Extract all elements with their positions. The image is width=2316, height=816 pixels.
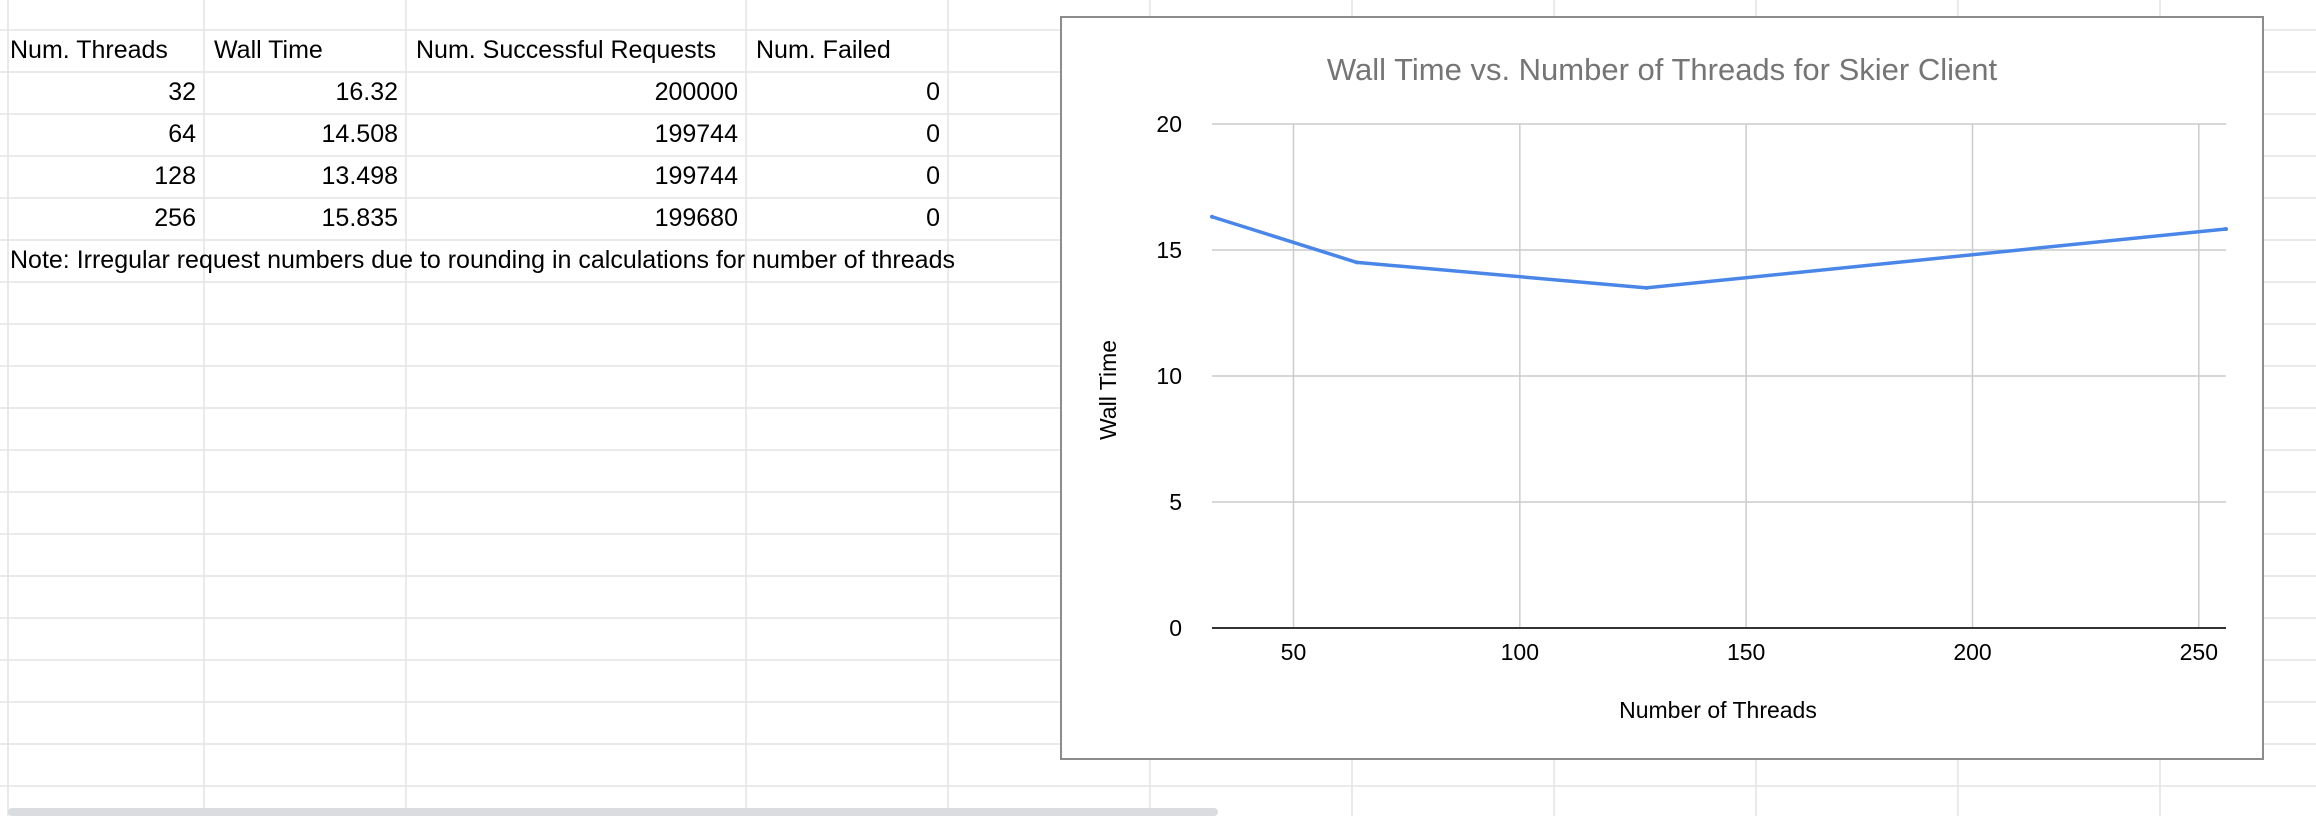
cell-successful[interactable]: 199680 (654, 204, 738, 232)
y-axis-ticks: 0 5 10 15 20 (1156, 111, 1182, 641)
cell-successful[interactable]: 199744 (654, 120, 738, 148)
y-axis-label: Wall Time (1095, 340, 1121, 440)
series-line-wall-time[interactable] (1211, 215, 2227, 290)
cell-failed[interactable]: 0 (926, 204, 940, 232)
chart-gridlines (1212, 123, 2226, 628)
series-points (1210, 214, 2228, 290)
cell-wall-time[interactable]: 14.508 (321, 120, 398, 148)
cell-failed[interactable]: 0 (926, 120, 940, 148)
cell-threads[interactable]: 64 (168, 120, 196, 148)
y-tick-label: 0 (1169, 615, 1182, 641)
data-point[interactable] (2224, 226, 2228, 231)
x-axis-label: Number of Threads (1619, 697, 1817, 723)
cell-wall-time[interactable]: 15.835 (321, 204, 398, 232)
cell-successful[interactable]: 200000 (654, 78, 738, 106)
cell-failed[interactable]: 0 (926, 78, 940, 106)
chart-title: Wall Time vs. Number of Threads for Skie… (1327, 52, 1998, 87)
header-successful-requests[interactable]: Num. Successful Requests (416, 36, 717, 64)
x-axis-ticks: 50 100 150 200 250 (1281, 639, 2218, 665)
x-tick-label: 150 (1727, 639, 1765, 665)
y-tick-label: 10 (1156, 363, 1182, 389)
x-tick-label: 200 (1953, 639, 1991, 665)
data-point[interactable] (1644, 285, 1649, 290)
data-point[interactable] (1354, 260, 1359, 265)
y-tick-label: 20 (1156, 111, 1182, 137)
header-wall-time[interactable]: Wall Time (214, 36, 323, 64)
y-tick-label: 15 (1156, 237, 1182, 263)
cell-wall-time[interactable]: 16.32 (335, 78, 398, 106)
y-tick-label: 5 (1169, 489, 1182, 515)
cell-threads[interactable]: 32 (168, 78, 196, 106)
cell-threads[interactable]: 128 (154, 162, 196, 190)
horizontal-scrollbar[interactable] (8, 808, 1218, 816)
header-num-threads[interactable]: Num. Threads (10, 36, 168, 64)
note-cell[interactable]: Note: Irregular request numbers due to r… (10, 246, 955, 274)
cell-failed[interactable]: 0 (926, 162, 940, 190)
header-num-failed[interactable]: Num. Failed (756, 36, 891, 64)
x-tick-label: 50 (1281, 639, 1307, 665)
x-tick-label: 250 (2180, 639, 2218, 665)
line-chart: Wall Time vs. Number of Threads for Skie… (1095, 52, 2228, 723)
cell-threads[interactable]: 256 (154, 204, 196, 232)
x-tick-label: 100 (1501, 639, 1539, 665)
embedded-chart[interactable]: Wall Time vs. Number of Threads for Skie… (1060, 16, 2264, 760)
cell-successful[interactable]: 199744 (654, 162, 738, 190)
data-point[interactable] (1210, 214, 1214, 219)
cell-wall-time[interactable]: 13.498 (321, 162, 398, 190)
